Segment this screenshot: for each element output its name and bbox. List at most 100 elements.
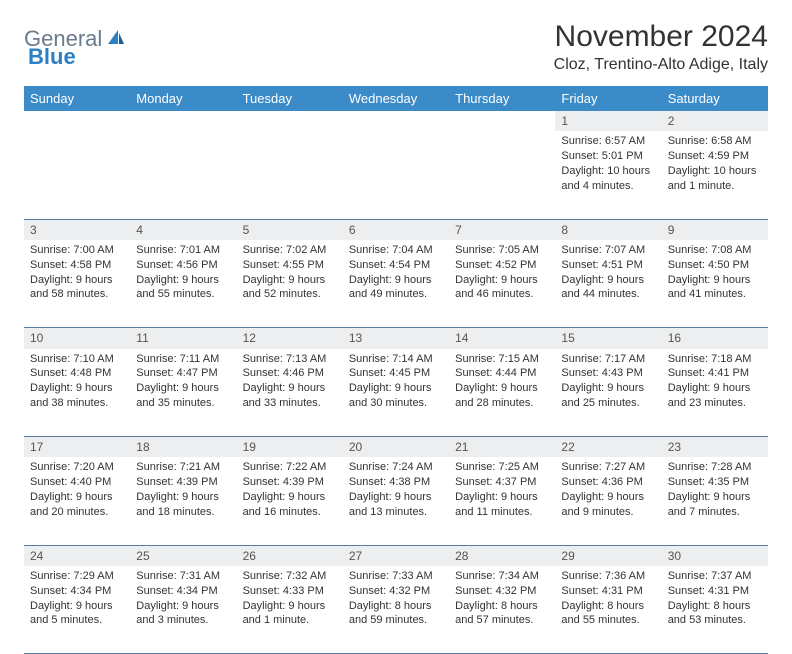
sunset-text: Sunset: 4:46 PM [243,366,337,381]
header: General November 2024 Cloz, Trentino-Alt… [24,20,768,74]
sunset-text: Sunset: 4:33 PM [243,584,337,599]
weekday-header: Tuesday [237,86,343,111]
sunrise-text: Sunrise: 7:27 AM [561,460,655,475]
sunset-text: Sunset: 4:44 PM [455,366,549,381]
day-content-cell: Sunrise: 7:17 AMSunset: 4:43 PMDaylight:… [555,349,661,437]
daylight-text: Daylight: 8 hours and 59 minutes. [349,599,443,629]
daylight-text: Daylight: 9 hours and 35 minutes. [136,381,230,411]
sunset-text: Sunset: 4:36 PM [561,475,655,490]
daylight-text: Daylight: 9 hours and 44 minutes. [561,273,655,303]
logo-sail-icon [106,28,126,51]
day-number-cell [24,111,130,131]
daylight-text: Daylight: 9 hours and 33 minutes. [243,381,337,411]
day-content-cell: Sunrise: 7:36 AMSunset: 4:31 PMDaylight:… [555,566,661,654]
logo-text-blue: Blue [28,44,76,69]
sunset-text: Sunset: 4:34 PM [30,584,124,599]
day-number-cell: 6 [343,219,449,240]
day-number: 23 [668,440,681,454]
sunset-text: Sunset: 4:43 PM [561,366,655,381]
day-content-cell: Sunrise: 7:34 AMSunset: 4:32 PMDaylight:… [449,566,555,654]
daylight-text: Daylight: 9 hours and 25 minutes. [561,381,655,411]
sunset-text: Sunset: 4:54 PM [349,258,443,273]
day-content-cell: Sunrise: 7:01 AMSunset: 4:56 PMDaylight:… [130,240,236,328]
day-number-cell: 3 [24,219,130,240]
daylight-text: Daylight: 8 hours and 53 minutes. [668,599,762,629]
day-content-cell: Sunrise: 7:20 AMSunset: 4:40 PMDaylight:… [24,457,130,545]
weekday-header: Saturday [662,86,768,111]
sunrise-text: Sunrise: 7:28 AM [668,460,762,475]
day-content-cell: Sunrise: 7:14 AMSunset: 4:45 PMDaylight:… [343,349,449,437]
day-number: 14 [455,331,468,345]
day-content-cell: Sunrise: 7:11 AMSunset: 4:47 PMDaylight:… [130,349,236,437]
sunrise-text: Sunrise: 7:05 AM [455,243,549,258]
day-content-cell: Sunrise: 7:37 AMSunset: 4:31 PMDaylight:… [662,566,768,654]
day-content-cell: Sunrise: 6:57 AMSunset: 5:01 PMDaylight:… [555,131,661,219]
weekday-header: Sunday [24,86,130,111]
day-content-cell [343,131,449,219]
daylight-text: Daylight: 9 hours and 41 minutes. [668,273,762,303]
day-number: 21 [455,440,468,454]
day-content-cell: Sunrise: 6:58 AMSunset: 4:59 PMDaylight:… [662,131,768,219]
day-number-cell [449,111,555,131]
calendar-head: SundayMondayTuesdayWednesdayThursdayFrid… [24,86,768,111]
daylight-text: Daylight: 9 hours and 49 minutes. [349,273,443,303]
day-content-cell [449,131,555,219]
sunset-text: Sunset: 4:50 PM [668,258,762,273]
day-content-cell: Sunrise: 7:13 AMSunset: 4:46 PMDaylight:… [237,349,343,437]
sunrise-text: Sunrise: 7:34 AM [455,569,549,584]
day-number-cell: 22 [555,437,661,458]
sunset-text: Sunset: 4:39 PM [136,475,230,490]
day-number-cell: 7 [449,219,555,240]
day-number: 12 [243,331,256,345]
sunset-text: Sunset: 4:32 PM [455,584,549,599]
sunset-text: Sunset: 4:40 PM [30,475,124,490]
day-number-cell [130,111,236,131]
daylight-text: Daylight: 9 hours and 38 minutes. [30,381,124,411]
daylight-text: Daylight: 9 hours and 11 minutes. [455,490,549,520]
daylight-text: Daylight: 8 hours and 55 minutes. [561,599,655,629]
page-title: November 2024 [554,20,768,54]
sunrise-text: Sunrise: 7:15 AM [455,352,549,367]
day-number-cell: 5 [237,219,343,240]
day-number: 26 [243,549,256,563]
day-content-cell: Sunrise: 7:25 AMSunset: 4:37 PMDaylight:… [449,457,555,545]
day-content-cell: Sunrise: 7:32 AMSunset: 4:33 PMDaylight:… [237,566,343,654]
day-number: 10 [30,331,43,345]
day-content-cell: Sunrise: 7:29 AMSunset: 4:34 PMDaylight:… [24,566,130,654]
day-number: 11 [136,331,148,345]
day-content-cell: Sunrise: 7:00 AMSunset: 4:58 PMDaylight:… [24,240,130,328]
day-number: 30 [668,549,681,563]
day-number: 17 [30,440,43,454]
sunrise-text: Sunrise: 7:25 AM [455,460,549,475]
calendar-table: SundayMondayTuesdayWednesdayThursdayFrid… [24,86,768,654]
content-row: Sunrise: 6:57 AMSunset: 5:01 PMDaylight:… [24,131,768,219]
day-number-cell: 4 [130,219,236,240]
sunrise-text: Sunrise: 7:33 AM [349,569,443,584]
day-number: 6 [349,223,356,237]
day-number-cell [237,111,343,131]
content-row: Sunrise: 7:29 AMSunset: 4:34 PMDaylight:… [24,566,768,654]
daynum-row: 17181920212223 [24,437,768,458]
location-text: Cloz, Trentino-Alto Adige, Italy [554,56,768,74]
day-content-cell: Sunrise: 7:07 AMSunset: 4:51 PMDaylight:… [555,240,661,328]
daynum-row: 3456789 [24,219,768,240]
sunset-text: Sunset: 4:45 PM [349,366,443,381]
day-number: 13 [349,331,362,345]
day-number-cell: 13 [343,328,449,349]
day-number-cell: 25 [130,545,236,566]
sunrise-text: Sunrise: 7:00 AM [30,243,124,258]
weekday-header: Friday [555,86,661,111]
sunset-text: Sunset: 4:37 PM [455,475,549,490]
daylight-text: Daylight: 9 hours and 18 minutes. [136,490,230,520]
sunset-text: Sunset: 4:35 PM [668,475,762,490]
title-block: November 2024 Cloz, Trentino-Alto Adige,… [554,20,768,74]
day-number-cell: 16 [662,328,768,349]
day-number-cell: 14 [449,328,555,349]
weekday-row: SundayMondayTuesdayWednesdayThursdayFrid… [24,86,768,111]
daylight-text: Daylight: 8 hours and 57 minutes. [455,599,549,629]
calendar-body: 12 Sunrise: 6:57 AMSunset: 5:01 PMDaylig… [24,111,768,654]
sunrise-text: Sunrise: 7:21 AM [136,460,230,475]
day-number: 22 [561,440,574,454]
day-number-cell: 20 [343,437,449,458]
day-content-cell: Sunrise: 7:10 AMSunset: 4:48 PMDaylight:… [24,349,130,437]
